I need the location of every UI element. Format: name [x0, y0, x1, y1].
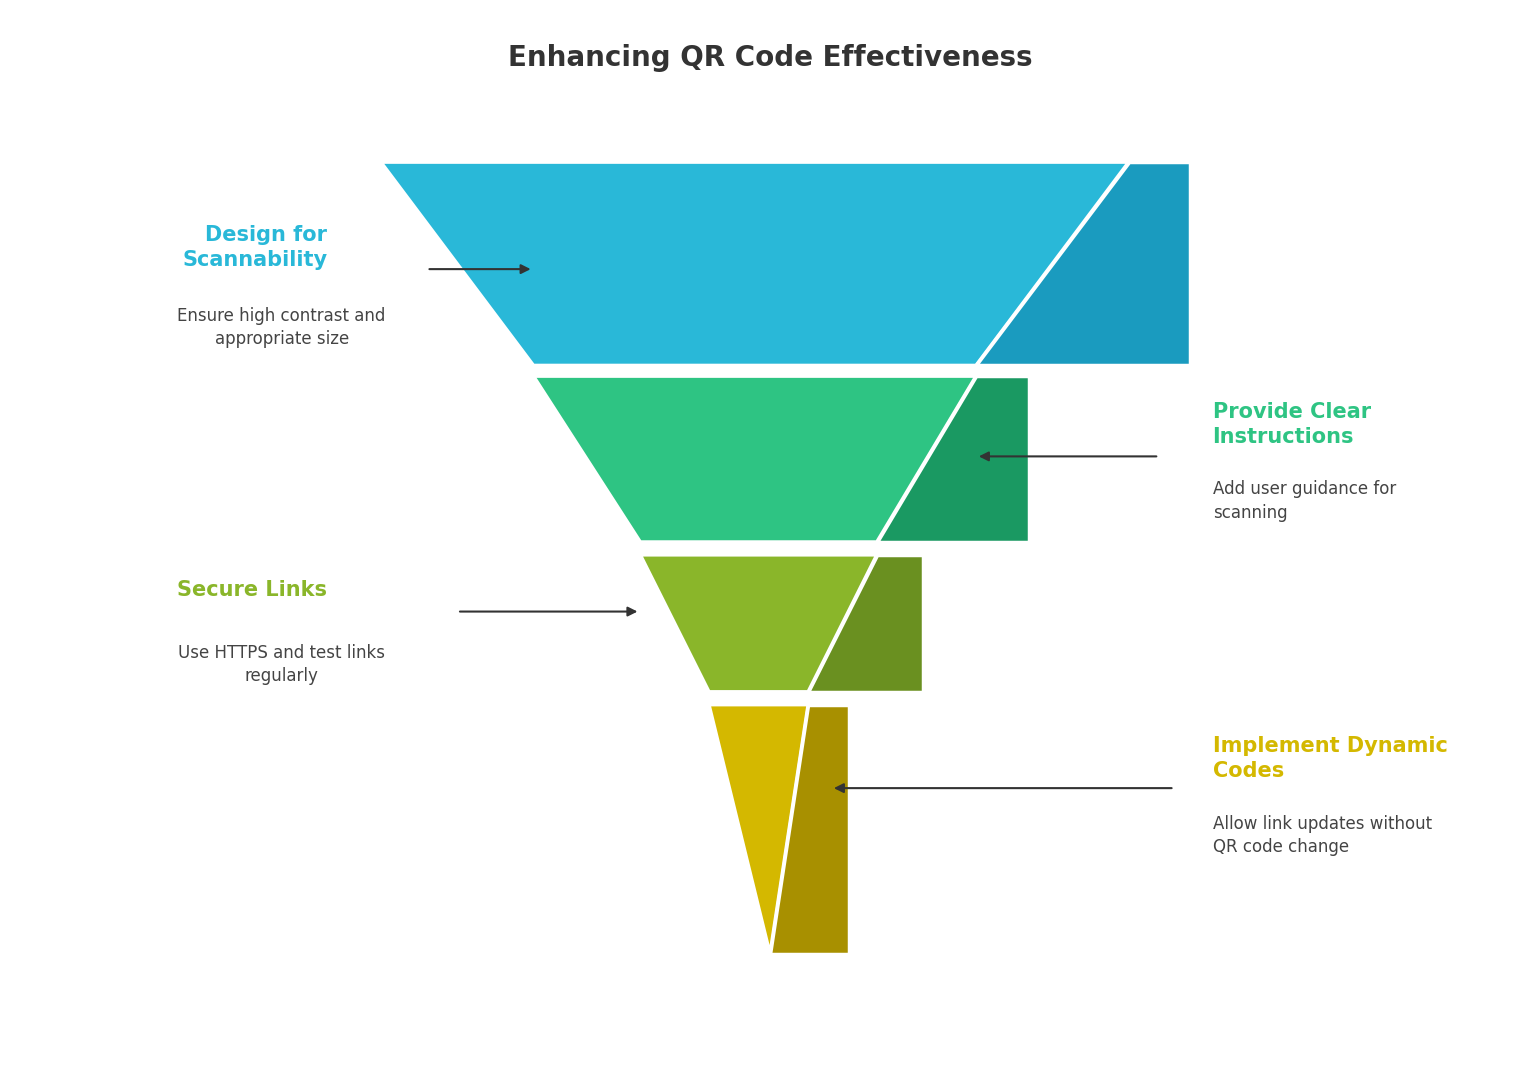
- Polygon shape: [533, 376, 976, 542]
- Polygon shape: [808, 555, 922, 692]
- Text: Enhancing QR Code Effectiveness: Enhancing QR Code Effectiveness: [508, 44, 1032, 73]
- Text: Provide Clear
Instructions: Provide Clear Instructions: [1212, 402, 1371, 447]
- Text: Design for
Scannability: Design for Scannability: [182, 225, 328, 270]
- Text: Ensure high contrast and
appropriate size: Ensure high contrast and appropriate siz…: [177, 307, 387, 348]
- Polygon shape: [876, 376, 1029, 542]
- Text: Allow link updates without
QR code change: Allow link updates without QR code chang…: [1212, 815, 1432, 856]
- Polygon shape: [708, 705, 808, 954]
- Text: Implement Dynamic
Codes: Implement Dynamic Codes: [1212, 736, 1448, 780]
- Polygon shape: [770, 705, 850, 954]
- Polygon shape: [976, 163, 1190, 365]
- Text: Use HTTPS and test links
regularly: Use HTTPS and test links regularly: [179, 644, 385, 685]
- Text: Add user guidance for
scanning: Add user guidance for scanning: [1212, 480, 1395, 521]
- Polygon shape: [380, 163, 1129, 365]
- Text: Secure Links: Secure Links: [177, 580, 328, 601]
- Polygon shape: [641, 555, 876, 692]
